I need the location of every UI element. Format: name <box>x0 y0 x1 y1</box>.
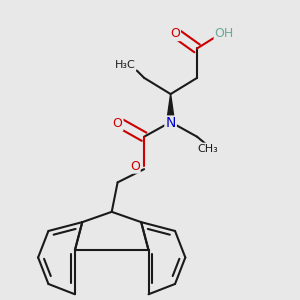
Text: O: O <box>130 160 140 173</box>
Text: H₃C: H₃C <box>115 60 135 70</box>
Polygon shape <box>167 94 175 124</box>
Text: OH: OH <box>214 27 234 40</box>
Text: O: O <box>113 117 122 130</box>
Text: O: O <box>170 27 180 40</box>
Text: N: N <box>165 116 176 130</box>
Text: CH₃: CH₃ <box>197 143 218 154</box>
